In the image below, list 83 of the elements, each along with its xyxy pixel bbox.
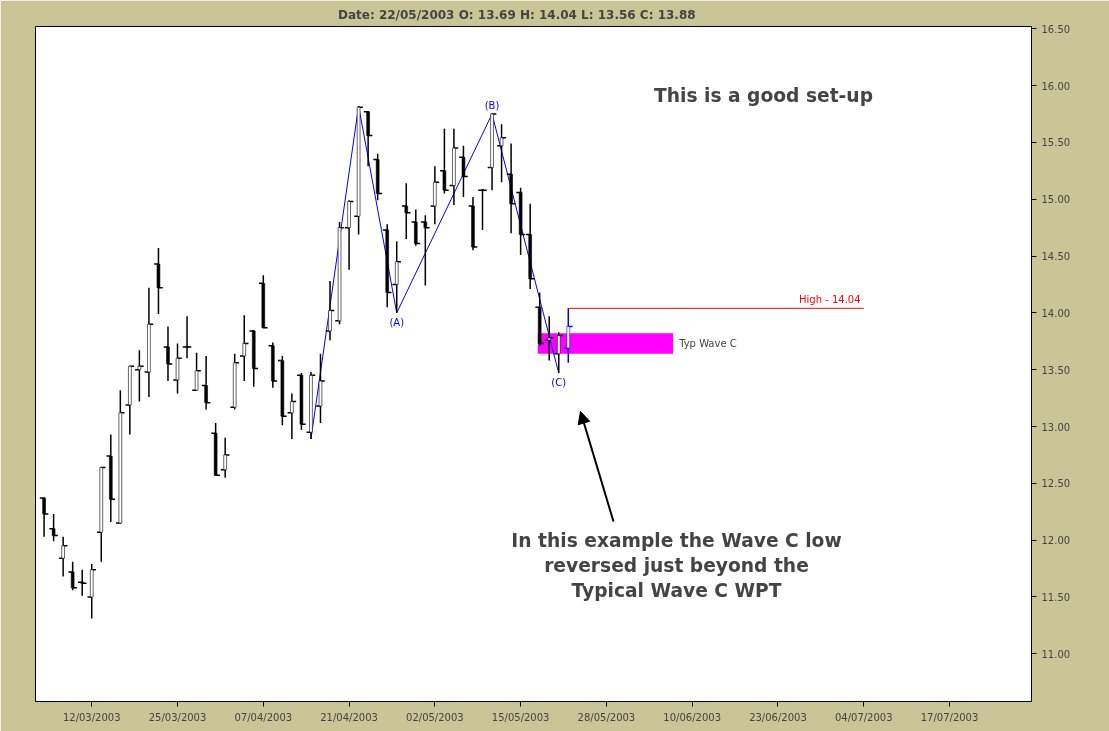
ref-line-label: High - 14.04 bbox=[799, 294, 861, 306]
band-label: Typ Wave C bbox=[678, 338, 737, 350]
candlestick bbox=[315, 353, 326, 424]
x-tick-label: 04/07/2003 bbox=[834, 711, 893, 723]
candlestick bbox=[239, 314, 250, 382]
candlestick bbox=[86, 563, 97, 620]
y-tick-label: 11.50 bbox=[1041, 591, 1071, 603]
candlestick bbox=[448, 128, 459, 206]
y-tick-label: 14.50 bbox=[1041, 251, 1071, 263]
candlestick bbox=[201, 355, 212, 411]
candlestick bbox=[429, 165, 440, 225]
candlestick bbox=[372, 153, 383, 202]
candlestick bbox=[420, 214, 431, 287]
candlestick bbox=[305, 371, 316, 440]
candlestick bbox=[487, 113, 498, 191]
candlestick bbox=[477, 188, 488, 231]
x-tick-label: 12/03/2003 bbox=[62, 711, 121, 723]
candlestick bbox=[229, 353, 240, 411]
candlestick bbox=[458, 145, 469, 198]
x-tick-label: 15/05/2003 bbox=[491, 711, 550, 723]
candlestick bbox=[172, 342, 183, 395]
candlestick bbox=[563, 307, 574, 364]
candlestick bbox=[162, 325, 174, 382]
candlestick bbox=[182, 315, 193, 360]
y-tick-label: 12.50 bbox=[1041, 478, 1071, 490]
candlestick bbox=[410, 208, 421, 247]
chart-subtitle: Date: 22/05/2003 O: 13.69 H: 14.04 L: 13.56 C: 13.88 bbox=[337, 7, 696, 22]
candlestick bbox=[496, 123, 507, 183]
annotation: In this example the Wave C low reversed just beyond the Typical Wave C WPT bbox=[511, 529, 842, 601]
candlestick bbox=[286, 392, 297, 440]
x-tick-label: 28/05/2003 bbox=[577, 711, 636, 723]
y-tick-label: 13.50 bbox=[1041, 364, 1071, 376]
y-tick-label: 16.50 bbox=[1041, 23, 1071, 35]
candlestick bbox=[439, 128, 450, 195]
candlestick bbox=[401, 182, 412, 240]
candlestick bbox=[96, 466, 107, 563]
x-tick-label: 23/06/2003 bbox=[749, 711, 807, 723]
candlestick bbox=[48, 513, 59, 543]
candlestick bbox=[105, 433, 116, 523]
candlestick bbox=[134, 349, 145, 403]
candlestick bbox=[506, 142, 517, 235]
annotation: This is a good set-up bbox=[654, 84, 873, 106]
candlestick bbox=[39, 497, 50, 538]
annotation: (B) bbox=[484, 100, 500, 111]
candlestick bbox=[467, 196, 479, 252]
candlestick bbox=[382, 223, 393, 308]
candlestick bbox=[220, 437, 231, 479]
candlestick bbox=[277, 355, 288, 427]
candlestick bbox=[143, 287, 154, 398]
candlestick bbox=[191, 351, 202, 391]
candlestick bbox=[296, 372, 307, 431]
y-tick-label: 15.50 bbox=[1041, 137, 1071, 149]
annotation: (C) bbox=[551, 377, 567, 389]
candlestick bbox=[77, 568, 88, 597]
candlestick bbox=[534, 291, 545, 347]
candlestick bbox=[553, 331, 564, 374]
candlestick bbox=[115, 389, 126, 524]
candlestick bbox=[391, 240, 402, 314]
x-tick-label: 21/04/2003 bbox=[320, 711, 378, 723]
y-tick-label: 13.00 bbox=[1041, 421, 1071, 433]
annotation: (A) bbox=[389, 316, 405, 328]
y-tick-label: 16.00 bbox=[1041, 80, 1071, 92]
y-tick-label: 12.00 bbox=[1041, 535, 1071, 547]
candlestick bbox=[267, 341, 278, 389]
x-tick-label: 10/06/2003 bbox=[663, 711, 722, 723]
y-tick-label: 15.00 bbox=[1041, 194, 1071, 206]
candlestick bbox=[210, 422, 221, 477]
candlestick bbox=[544, 315, 555, 362]
x-tick-label: 17/07/2003 bbox=[920, 711, 979, 723]
candlestick bbox=[363, 110, 374, 168]
candlestick bbox=[324, 280, 336, 341]
candlestick bbox=[58, 535, 69, 578]
candlestick bbox=[258, 274, 269, 329]
candlestick bbox=[124, 365, 135, 436]
x-tick-label: 25/03/2003 bbox=[148, 711, 207, 723]
x-tick-label: 02/05/2003 bbox=[406, 711, 464, 723]
candlestick bbox=[153, 247, 164, 315]
y-tick-label: 14.00 bbox=[1041, 307, 1071, 319]
x-tick-label: 07/04/2003 bbox=[234, 711, 293, 723]
candlestick bbox=[248, 329, 259, 388]
y-tick-label: 11.00 bbox=[1041, 648, 1071, 660]
candlestick bbox=[67, 560, 78, 591]
candlestick bbox=[353, 105, 364, 236]
